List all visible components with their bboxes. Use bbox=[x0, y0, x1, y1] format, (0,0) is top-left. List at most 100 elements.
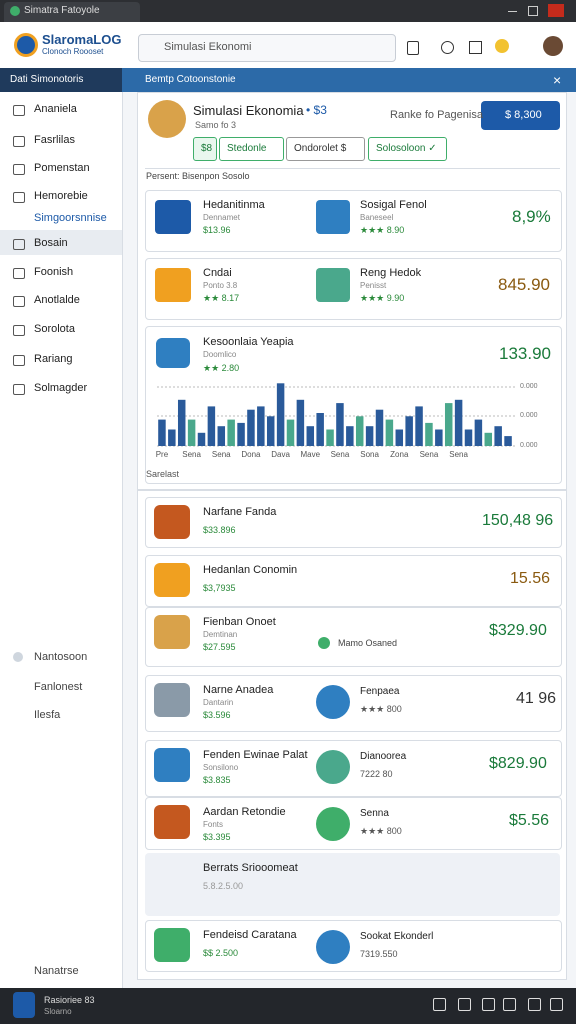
bar bbox=[444, 403, 453, 446]
nav-item: Fanlonest bbox=[34, 681, 83, 693]
item-sub: Penisst bbox=[360, 281, 387, 290]
nav-item: Ananiela bbox=[34, 103, 77, 115]
bar bbox=[405, 416, 413, 446]
taskbar-icon bbox=[482, 998, 495, 1011]
item-icon bbox=[154, 683, 190, 717]
bar bbox=[168, 429, 176, 446]
tab[interactable] bbox=[368, 137, 447, 161]
item-title: Hedanitinma bbox=[203, 199, 265, 211]
footer-sub: Sloarno bbox=[44, 1007, 72, 1016]
header-icons bbox=[405, 36, 563, 58]
bar bbox=[316, 413, 324, 446]
item-title: Cndai bbox=[203, 267, 232, 279]
chart-footer: Sarelast bbox=[146, 469, 180, 479]
bar bbox=[355, 416, 364, 446]
nav-icon bbox=[13, 268, 25, 279]
item-value: $829.90 bbox=[489, 755, 547, 772]
tab[interactable] bbox=[219, 137, 284, 161]
taskbar-logo bbox=[13, 992, 35, 1018]
x-tick-label: Dava bbox=[271, 450, 290, 459]
bar bbox=[494, 426, 502, 446]
bar bbox=[385, 419, 394, 446]
bar bbox=[346, 426, 354, 446]
footer-title: Rasioriee 83 bbox=[44, 995, 95, 1005]
bar bbox=[306, 426, 315, 446]
scale-label: 0.000 bbox=[520, 442, 538, 449]
bar bbox=[266, 416, 275, 446]
logo-icon bbox=[14, 33, 38, 57]
nav-item: Anotlalde bbox=[34, 294, 80, 306]
item-icon bbox=[155, 268, 191, 302]
bar bbox=[158, 419, 166, 446]
x-tick-label: Zona bbox=[390, 450, 409, 459]
item-rating: 7222 80 bbox=[360, 769, 393, 779]
item-icon bbox=[154, 805, 190, 839]
bar bbox=[464, 429, 473, 446]
x-tick-label: Dona bbox=[241, 450, 261, 459]
browser-tab[interactable] bbox=[4, 2, 140, 22]
card bbox=[145, 607, 562, 667]
sidebar-header bbox=[0, 68, 122, 92]
bar bbox=[197, 432, 206, 446]
bar bbox=[454, 399, 463, 446]
tab[interactable] bbox=[286, 137, 365, 161]
item-rating: $3.835 bbox=[203, 775, 231, 785]
bar bbox=[276, 383, 285, 446]
item-value: $5.56 bbox=[509, 812, 550, 829]
bar bbox=[207, 406, 216, 446]
browser-bar bbox=[0, 0, 576, 22]
nav-item: Hemorebie bbox=[34, 190, 88, 202]
item-title: Fenpaea bbox=[360, 686, 400, 697]
tab-label: Ondorolet $ bbox=[294, 143, 347, 154]
bar bbox=[296, 399, 305, 446]
item-rating: ★★★ 8.90 bbox=[360, 225, 405, 235]
nav-icon bbox=[13, 136, 25, 147]
taskbar-icon bbox=[550, 998, 563, 1011]
item-title: Narne Anadea bbox=[203, 684, 274, 696]
item-title: Hedanlan Conomin bbox=[203, 564, 298, 576]
item-rating: ★★ 8.17 bbox=[203, 293, 240, 303]
search-box[interactable] bbox=[138, 34, 396, 62]
nav-item: Nantosoon bbox=[34, 651, 88, 663]
item-icon bbox=[155, 200, 191, 234]
item-title: Fendeisd Caratana bbox=[203, 929, 297, 941]
bar bbox=[187, 419, 196, 446]
bar bbox=[435, 429, 443, 446]
status-dot bbox=[318, 637, 330, 649]
chart-sub: Doomlico bbox=[203, 350, 237, 359]
taskbar-icon bbox=[503, 998, 516, 1011]
close-button[interactable]: × bbox=[553, 72, 562, 88]
bar bbox=[395, 429, 404, 446]
search-text: Simulasi Ekonomi bbox=[164, 41, 252, 53]
x-tick-label: Sena bbox=[212, 450, 231, 459]
bar bbox=[365, 426, 374, 446]
item-title: Reng Hedok bbox=[360, 267, 422, 279]
bar bbox=[474, 419, 483, 446]
bar bbox=[177, 399, 186, 446]
item-title: Dianoorea bbox=[360, 751, 407, 762]
item-title: Sookat Ekonderl bbox=[360, 931, 434, 942]
card bbox=[145, 190, 562, 252]
placeholder-row bbox=[145, 853, 560, 916]
tab[interactable] bbox=[193, 137, 217, 161]
chart-rating: ★★ 2.80 bbox=[203, 363, 240, 373]
item-rating: ★★★ 800 bbox=[360, 826, 402, 836]
button-label: $ 8,300 bbox=[505, 109, 542, 121]
primary-button[interactable] bbox=[481, 101, 560, 130]
nav-icon bbox=[13, 384, 25, 395]
nav-icon bbox=[13, 325, 25, 336]
item-icon bbox=[154, 563, 190, 597]
nav-item: Rariang bbox=[34, 353, 73, 365]
x-tick-label: Sena bbox=[182, 450, 201, 459]
bar bbox=[257, 406, 265, 446]
item-icon bbox=[316, 807, 350, 841]
item-title: Fienban Onoet bbox=[203, 616, 276, 628]
tab-label: Stedonle bbox=[227, 143, 267, 154]
item-icon bbox=[316, 200, 350, 234]
item-rating: $$ 2.500 bbox=[203, 948, 239, 958]
bar bbox=[504, 436, 512, 446]
item-title: Narfane Fanda bbox=[203, 506, 277, 518]
item-middle: Mamo Osaned bbox=[338, 638, 398, 648]
item-icon bbox=[154, 615, 190, 649]
